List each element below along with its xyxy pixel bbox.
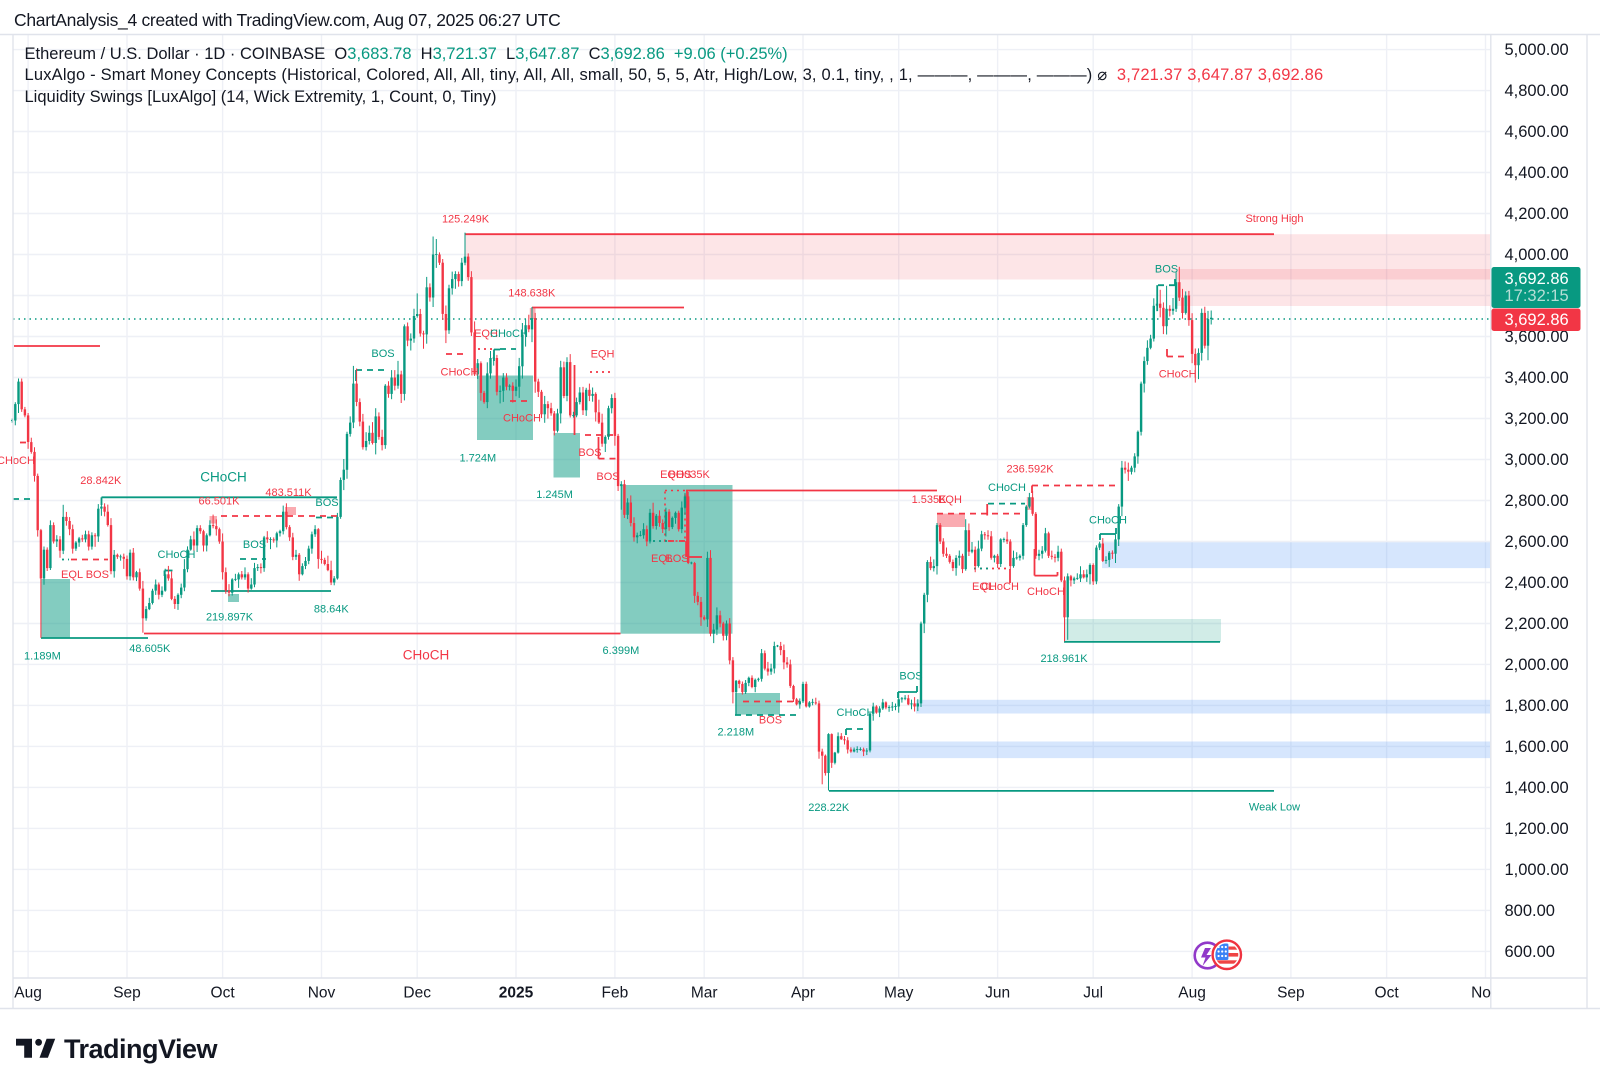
svg-text:Strong High: Strong High: [1245, 213, 1303, 225]
svg-text:600.00: 600.00: [1505, 943, 1555, 961]
svg-text:218.961K: 218.961K: [1040, 653, 1088, 665]
svg-text:CHoCH: CHoCH: [403, 648, 450, 663]
svg-text:Jul: Jul: [1083, 985, 1103, 1002]
svg-text:Nov: Nov: [308, 985, 336, 1002]
svg-text:Aug: Aug: [1178, 985, 1206, 1002]
svg-text:88.64K: 88.64K: [314, 604, 350, 616]
svg-text:Dec: Dec: [403, 985, 431, 1002]
svg-text:BOS: BOS: [371, 348, 394, 360]
svg-text:BOS: BOS: [668, 469, 691, 481]
svg-text:6.399M: 6.399M: [603, 645, 640, 657]
svg-text:17:32:15: 17:32:15: [1505, 287, 1569, 305]
svg-text:66.501K: 66.501K: [199, 496, 241, 508]
svg-text:CHoCH: CHoCH: [441, 366, 479, 378]
svg-text:CHoCH: CHoCH: [200, 470, 247, 485]
svg-text:CHoCH: CHoCH: [981, 581, 1019, 593]
svg-text:5,000.00: 5,000.00: [1505, 41, 1569, 59]
svg-text:No: No: [1471, 985, 1491, 1002]
svg-text:3,600.00: 3,600.00: [1505, 328, 1569, 346]
svg-text:1,200.00: 1,200.00: [1505, 820, 1569, 838]
svg-text:EQH: EQH: [474, 328, 498, 340]
svg-text:Jun: Jun: [985, 985, 1010, 1002]
svg-text:BOS: BOS: [578, 447, 601, 459]
svg-text:EQL: EQL: [651, 553, 673, 565]
svg-text:EQL BOS: EQL BOS: [61, 569, 109, 581]
svg-text:2025: 2025: [499, 985, 534, 1002]
svg-text:Oct: Oct: [1375, 985, 1400, 1002]
svg-text:EQH: EQH: [660, 469, 684, 481]
svg-text:EQH: EQH: [938, 494, 962, 506]
svg-text:BOS: BOS: [1155, 264, 1178, 276]
svg-text:1,000.00: 1,000.00: [1505, 861, 1569, 879]
svg-text:2,600.00: 2,600.00: [1505, 533, 1569, 551]
svg-text:800.00: 800.00: [1505, 902, 1555, 920]
svg-text:3,400.00: 3,400.00: [1505, 369, 1569, 387]
svg-text:1,800.00: 1,800.00: [1505, 697, 1569, 715]
svg-text:CHoCH: CHoCH: [0, 455, 35, 467]
svg-text:EQH: EQH: [591, 349, 615, 361]
svg-text:4,200.00: 4,200.00: [1505, 205, 1569, 223]
svg-text:236.592K: 236.592K: [1006, 464, 1054, 476]
svg-text:3,692.86: 3,692.86: [1505, 270, 1569, 288]
svg-text:483.511K: 483.511K: [265, 487, 312, 499]
svg-text:Sep: Sep: [1277, 985, 1305, 1002]
svg-text:Mar: Mar: [691, 985, 718, 1002]
svg-text:2,800.00: 2,800.00: [1505, 492, 1569, 510]
svg-text:1.245M: 1.245M: [536, 489, 573, 501]
svg-text:May: May: [884, 985, 914, 1002]
svg-text:219.897K: 219.897K: [206, 612, 254, 624]
svg-text:1,400.00: 1,400.00: [1505, 779, 1569, 797]
svg-text:CHoCH: CHoCH: [490, 328, 528, 340]
svg-text:48.605K: 48.605K: [129, 643, 171, 655]
svg-text:CHoCH: CHoCH: [1027, 586, 1065, 598]
svg-text:EQL: EQL: [972, 581, 994, 593]
svg-text:BOS: BOS: [665, 553, 688, 565]
svg-text:4,600.00: 4,600.00: [1505, 123, 1569, 141]
svg-text:3,000.00: 3,000.00: [1505, 451, 1569, 469]
svg-text:035K: 035K: [684, 469, 710, 481]
svg-text:Oct: Oct: [211, 985, 236, 1002]
svg-text:148.638K: 148.638K: [508, 287, 556, 299]
svg-text:Sep: Sep: [113, 985, 141, 1002]
svg-text:CHoCH: CHoCH: [158, 549, 196, 561]
svg-text:4,000.00: 4,000.00: [1505, 246, 1569, 264]
svg-text:2,000.00: 2,000.00: [1505, 656, 1569, 674]
svg-text:BOS: BOS: [759, 714, 782, 726]
svg-text:Aug: Aug: [14, 985, 42, 1002]
svg-text:125.249K: 125.249K: [442, 213, 490, 225]
svg-text:CHoCH: CHoCH: [988, 482, 1026, 494]
svg-text:2.218M: 2.218M: [717, 727, 754, 739]
svg-text:Apr: Apr: [791, 985, 815, 1002]
svg-text:CHoCH: CHoCH: [503, 413, 541, 425]
svg-text:4,400.00: 4,400.00: [1505, 164, 1569, 182]
svg-text:2,400.00: 2,400.00: [1505, 574, 1569, 592]
svg-text:1,600.00: 1,600.00: [1505, 738, 1569, 756]
svg-text:28.842K: 28.842K: [80, 475, 122, 487]
svg-text:BOS: BOS: [899, 670, 922, 682]
svg-text:Weak Low: Weak Low: [1249, 802, 1300, 814]
svg-text:BOS: BOS: [315, 497, 338, 509]
svg-text:2,200.00: 2,200.00: [1505, 615, 1569, 633]
svg-text:3,200.00: 3,200.00: [1505, 410, 1569, 428]
svg-text:1.189M: 1.189M: [24, 651, 61, 663]
svg-text:3,692.86: 3,692.86: [1505, 311, 1569, 329]
svg-text:1.535K: 1.535K: [912, 494, 948, 506]
svg-text:CHoCH: CHoCH: [1089, 515, 1127, 527]
svg-text:Feb: Feb: [602, 985, 629, 1002]
svg-text:TradingView: TradingView: [64, 1034, 219, 1064]
svg-text:CHoCH: CHoCH: [837, 707, 875, 719]
svg-text:4,800.00: 4,800.00: [1505, 82, 1569, 100]
svg-text:CHoCH: CHoCH: [1159, 369, 1197, 381]
svg-text:BOS: BOS: [596, 471, 619, 483]
svg-text:BOS: BOS: [243, 539, 266, 551]
svg-text:1.724M: 1.724M: [459, 453, 496, 465]
svg-text:228.22K: 228.22K: [808, 802, 850, 814]
